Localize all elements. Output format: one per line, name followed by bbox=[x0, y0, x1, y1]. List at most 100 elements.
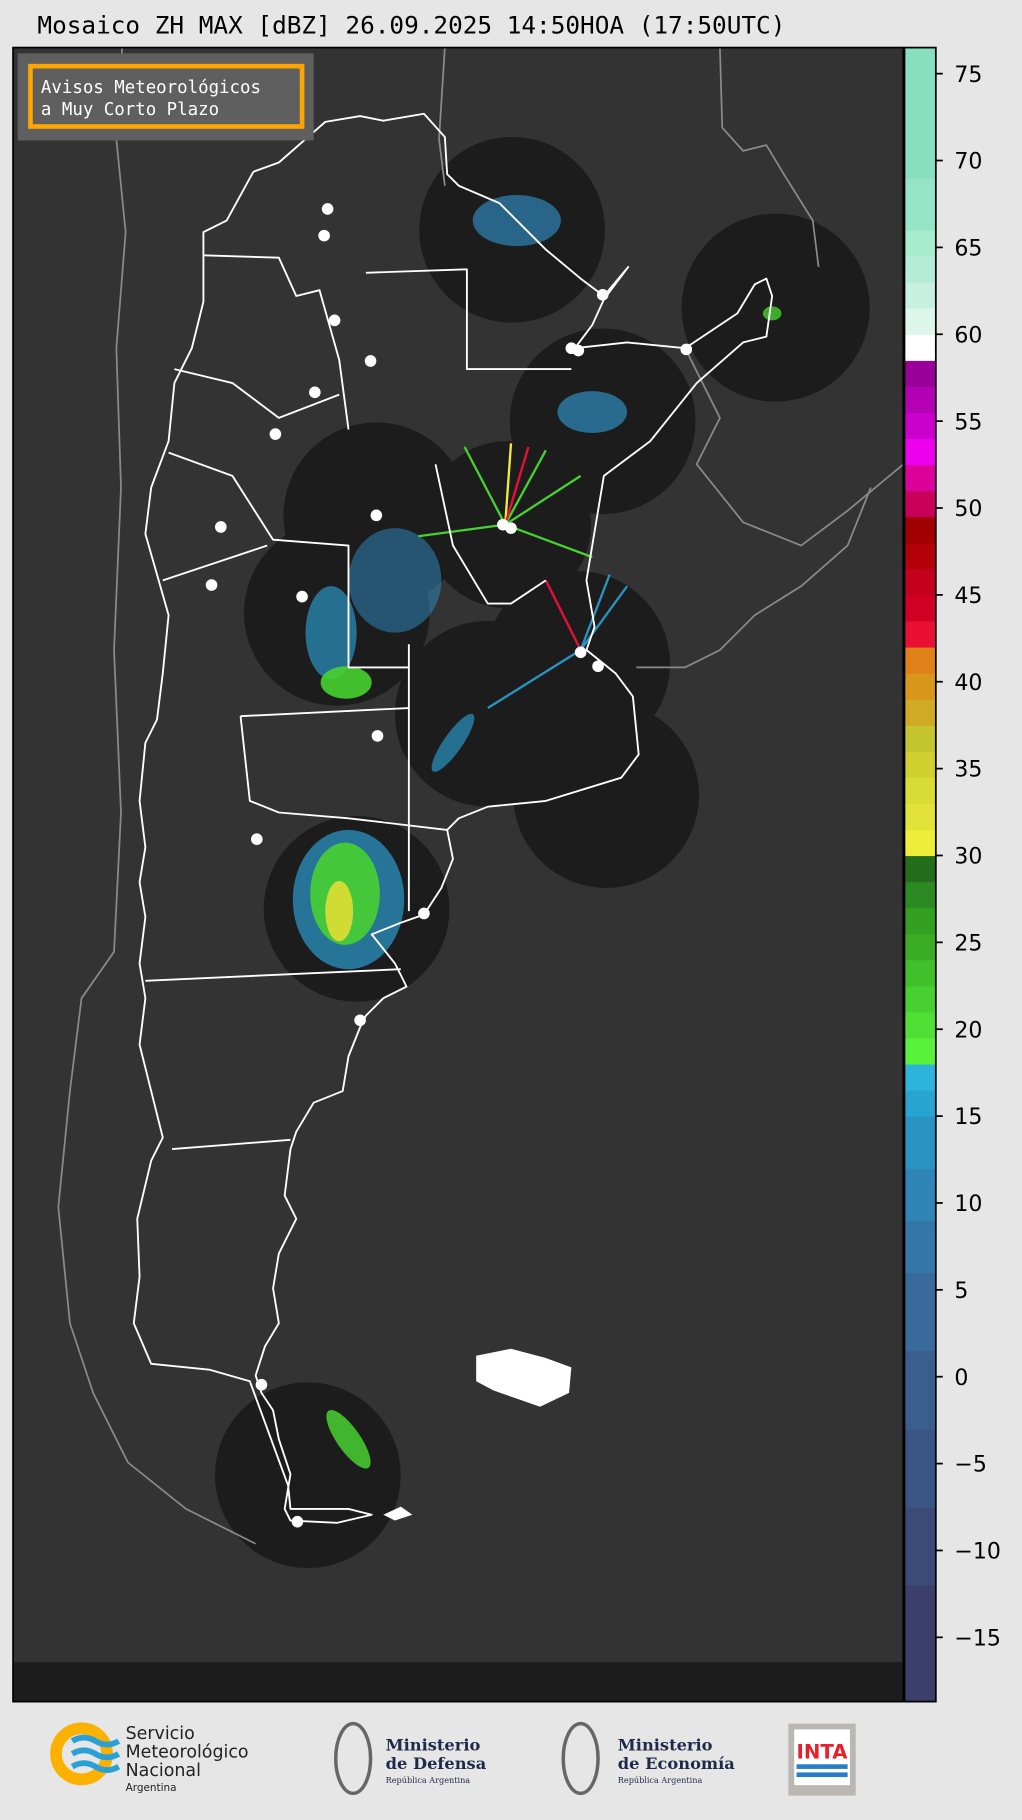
argentina-borders bbox=[132, 112, 774, 1524]
defensa-line3: República Argentina bbox=[386, 1775, 471, 1785]
radar-site-dot bbox=[680, 343, 693, 356]
radar-site-dot bbox=[572, 344, 585, 357]
uruguay-border bbox=[684, 347, 904, 547]
colorbar-tick-label: 70 bbox=[954, 150, 982, 175]
colorbar-bin bbox=[904, 516, 936, 544]
uruguay-coast bbox=[636, 487, 872, 669]
colorbar-bin bbox=[904, 256, 936, 283]
logo-strip: Servicio Meteorológico Nacional Argentin… bbox=[50, 1721, 856, 1796]
falkland-islands bbox=[476, 1348, 572, 1407]
radar-site-dot bbox=[215, 521, 227, 533]
colorbar-bin bbox=[904, 1272, 936, 1352]
inta-logo: INTA bbox=[788, 1723, 856, 1796]
colorbar-bin bbox=[904, 646, 936, 674]
colorbar-bin bbox=[904, 907, 936, 935]
colorbar-tick-label: 55 bbox=[954, 410, 982, 435]
info-box: Avisos Meteorológicos a Muy Corto Plazo bbox=[17, 53, 314, 141]
radar-site-dot bbox=[505, 522, 517, 534]
colorbar-bin bbox=[904, 933, 936, 961]
colorbar-tick-label: 60 bbox=[954, 323, 982, 348]
colorbar-bin bbox=[904, 542, 936, 570]
colorbar-bin bbox=[904, 699, 936, 726]
inta-label: INTA bbox=[797, 1740, 849, 1763]
colorbar-bin bbox=[904, 725, 936, 752]
defensa-line1: Ministerio bbox=[386, 1735, 481, 1754]
colorbar-bin bbox=[904, 438, 936, 466]
economia-line3: República Argentina bbox=[618, 1775, 703, 1785]
colorbar-bin bbox=[904, 334, 936, 361]
colorbar-bin bbox=[904, 777, 936, 804]
echo bbox=[762, 306, 782, 321]
inta-stripe bbox=[796, 1764, 848, 1769]
colorbar-bin bbox=[904, 855, 936, 883]
defensa-logo: Ministerio de Defensa República Argentin… bbox=[333, 1721, 487, 1796]
colorbar-bin bbox=[904, 230, 936, 257]
radar-site-dot bbox=[328, 314, 341, 327]
inta-stripe bbox=[796, 1772, 848, 1778]
argentina-outline bbox=[132, 112, 774, 1524]
isla-de-los-estados bbox=[383, 1506, 413, 1521]
colorbar-bin bbox=[904, 282, 936, 309]
radar-site-dot bbox=[418, 907, 430, 920]
info-box-line1: Avisos Meteorológicos bbox=[41, 78, 261, 98]
echo bbox=[348, 528, 442, 633]
colorbar-tick-label: 45 bbox=[954, 584, 982, 609]
economia-line2: de Economía bbox=[618, 1754, 735, 1773]
colorbar-bin bbox=[904, 751, 936, 778]
radar-spokes bbox=[417, 443, 629, 710]
coat-of-arms-icon bbox=[333, 1721, 373, 1796]
colorbar-tick-label: −5 bbox=[954, 1453, 987, 1478]
colorbar-bin bbox=[904, 1585, 936, 1703]
colorbar-tick-label: 5 bbox=[954, 1279, 968, 1304]
colorbar-bin bbox=[904, 985, 936, 1013]
colorbar-tick-label: 65 bbox=[954, 237, 982, 262]
colorbar-bin bbox=[904, 1063, 936, 1091]
colorbar-tick-label: 35 bbox=[954, 758, 982, 783]
radar-site-dot bbox=[592, 660, 604, 673]
map-panel: Avisos Meteorológicos a Muy Corto Plazo bbox=[12, 46, 905, 1703]
colorbar-bin bbox=[904, 1220, 936, 1274]
province-border bbox=[365, 268, 572, 371]
smn-emblem-icon bbox=[50, 1722, 113, 1786]
colorbar-bin bbox=[904, 829, 936, 857]
colorbar-bin bbox=[904, 1428, 936, 1508]
radar-site-dot bbox=[596, 289, 609, 301]
colorbar-bin bbox=[904, 1011, 936, 1039]
smn-line3: Nacional bbox=[126, 1761, 201, 1781]
economia-line1: Ministerio bbox=[618, 1735, 713, 1754]
colorbar-tick-label: 75 bbox=[954, 63, 982, 88]
smn-line4: Argentina bbox=[126, 1782, 177, 1794]
radar-echoes bbox=[292, 195, 782, 1469]
radar-site-dot bbox=[370, 509, 383, 522]
bolivia-border bbox=[438, 47, 446, 186]
info-box-border bbox=[28, 63, 305, 129]
colorbar-tick-label: 0 bbox=[954, 1366, 968, 1391]
echo bbox=[326, 1409, 371, 1469]
colorbar-tick-label: −10 bbox=[954, 1540, 1001, 1565]
radar-site-dot bbox=[291, 1515, 304, 1528]
radar-site-dot bbox=[269, 428, 282, 440]
colorbar-tick-label: 20 bbox=[954, 1018, 982, 1043]
colorbar-bin bbox=[904, 673, 936, 700]
brazil-border bbox=[719, 47, 820, 268]
radar-site-dot bbox=[205, 579, 218, 591]
colorbar-bin bbox=[904, 308, 936, 335]
colorbar-tick-label: 50 bbox=[954, 497, 982, 522]
colorbar-bin bbox=[904, 464, 936, 492]
province-border bbox=[162, 544, 268, 582]
colorbar-bin bbox=[904, 1037, 936, 1065]
radar-coverage bbox=[215, 1382, 401, 1569]
colorbar-bin bbox=[904, 620, 936, 648]
colorbar-bin bbox=[904, 959, 936, 987]
colorbar-bin bbox=[904, 1350, 936, 1430]
echo bbox=[325, 880, 354, 942]
smn-line2: Meteorológico bbox=[126, 1742, 249, 1762]
radar-coverage bbox=[513, 702, 700, 888]
colorbar-bin bbox=[904, 568, 936, 596]
colorbar-bin bbox=[904, 1090, 936, 1117]
radar-site-dot bbox=[255, 1378, 268, 1391]
colorbar-bin bbox=[904, 881, 936, 909]
province-border bbox=[174, 368, 340, 419]
